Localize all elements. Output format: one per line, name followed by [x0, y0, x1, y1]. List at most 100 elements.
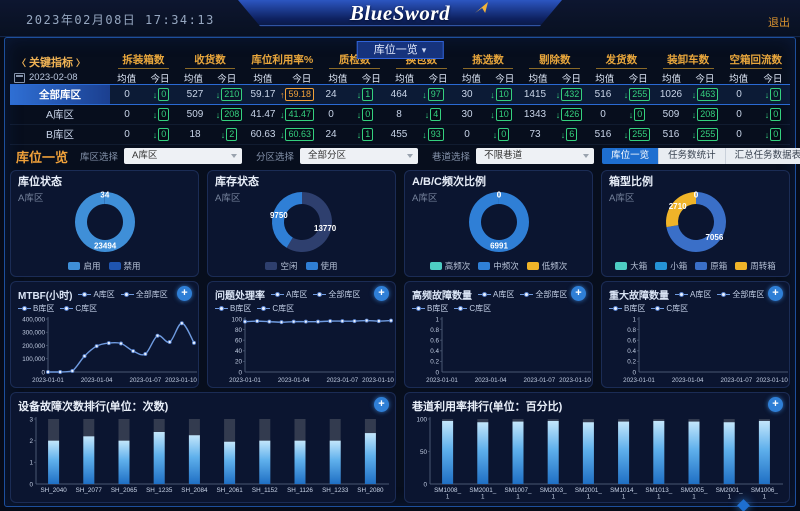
svg-text:7056: 7056 — [705, 233, 723, 242]
legend-item[interactable]: 小箱 — [655, 260, 687, 272]
prev-arrow[interactable]: 〈 — [17, 58, 27, 68]
filter-label: 库区选择 — [80, 152, 119, 163]
arrow-down-icon: ↓ — [628, 109, 634, 120]
kpi-avg-value: 18 — [189, 129, 201, 140]
tab-汇总任务数据表[interactable]: 汇总任务数据表 — [725, 148, 800, 164]
expand-button[interactable] — [374, 397, 389, 412]
expand-button[interactable] — [374, 286, 389, 301]
legend-label: 高频次 — [444, 261, 471, 271]
svg-text:2023-01-04: 2023-01-04 — [81, 377, 113, 384]
kpi-subheader: 今日 — [763, 74, 783, 85]
filter-select-1[interactable]: 全部分区 — [300, 148, 419, 164]
arrow-down-icon: ↓ — [492, 129, 498, 140]
panel-device-fault-ranking: 设备故障次数排行(单位：次数) 0 1 2 3 SH_2040 SH_2077 SH_206… — [10, 392, 396, 503]
arrow-down-icon: ↓ — [356, 129, 362, 140]
legend-item[interactable]: 低频次 — [526, 260, 567, 272]
legend-label: B库区 — [33, 304, 55, 313]
legend-item[interactable]: 全部库区 — [313, 289, 360, 300]
svg-text:SH_2040: SH_2040 — [40, 487, 67, 494]
legend-swatch — [265, 262, 278, 270]
legend-item[interactable]: C库区 — [454, 303, 491, 314]
kpi-avg-value: 24 — [325, 129, 337, 140]
svg-text:SH_1126: SH_1126 — [287, 487, 313, 494]
filter-select-0[interactable]: A库区 — [124, 148, 243, 164]
arrow-down-icon: ↓ — [555, 89, 561, 100]
svg-text:1: 1 — [29, 460, 33, 467]
donut-chart: 13770 9750 — [214, 188, 390, 259]
logout-button[interactable]: 退出 — [768, 17, 790, 29]
kpi-avg-value: 0 — [328, 109, 334, 120]
legend-marker-icon — [478, 291, 491, 299]
kpi-row-label[interactable]: A库区 — [45, 109, 74, 121]
legend-item[interactable]: C库区 — [60, 303, 97, 314]
kpi-today-value: ↓ 10 — [484, 108, 518, 121]
legend-swatch — [695, 262, 708, 270]
legend-item[interactable]: 周转箱 — [735, 260, 776, 272]
donut-legend: 启用 禁用 — [11, 260, 198, 272]
legend-item[interactable]: B库区 — [18, 303, 54, 314]
expand-button[interactable] — [571, 286, 586, 301]
kpi-row-label[interactable]: B库区 — [45, 129, 74, 141]
kpi-cell: 455 ↓ 93 — [382, 125, 450, 144]
view-switcher-button[interactable]: 库位一览 — [356, 41, 444, 59]
chevron-down-icon — [583, 154, 590, 158]
legend-item[interactable]: B库区 — [215, 303, 251, 314]
kpi-avg-value: 59.17 — [250, 89, 276, 100]
kpi-cell: 1343 ↓ 426 — [518, 105, 586, 124]
arrow-down-icon: ↓ — [279, 109, 285, 120]
legend-item[interactable]: C库区 — [651, 303, 688, 314]
panel-title: 问题处理率 — [215, 291, 265, 302]
legend-item[interactable]: A库区 — [271, 289, 307, 300]
legend-marker-icon — [257, 305, 271, 313]
legend-swatch — [735, 262, 748, 270]
tab-库位一览[interactable]: 库位一览 — [602, 148, 660, 164]
legend-item[interactable]: 空闲 — [265, 260, 298, 272]
expand-button[interactable] — [177, 286, 192, 301]
legend-marker-icon — [313, 291, 327, 299]
kpi-subheader: 均值 — [253, 74, 273, 85]
kpi-subheader: 今日 — [495, 74, 515, 85]
legend-item[interactable]: 使用 — [305, 260, 338, 272]
legend-item[interactable]: 禁用 — [108, 260, 141, 272]
expand-button[interactable] — [768, 397, 783, 412]
legend-item[interactable]: 大箱 — [615, 260, 647, 272]
svg-text:50: 50 — [420, 449, 428, 456]
kpi-row: B库区 0 ↓ 0 18 ↓ 2 60.63 ↓ 60.63 24 ↓ 1 455 ↓ 93 0 ↓ 0 73 ↓ 6 51… — [10, 125, 790, 145]
panel-subtitle: A库区 — [18, 193, 44, 204]
kpi-today-box: 255 — [629, 128, 651, 141]
next-arrow[interactable]: 〉 — [76, 58, 86, 68]
kpi-today-value: ↓ 1 — [348, 128, 382, 141]
tab-任务数统计[interactable]: 任务数统计 — [659, 148, 726, 164]
panel-title: 巷道利用率排行(单位：百分比) — [412, 401, 563, 413]
arrow-down-icon: ↓ — [220, 129, 226, 140]
legend-item[interactable]: 中频次 — [478, 260, 519, 272]
legend-item[interactable]: 高频次 — [429, 260, 471, 272]
kpi-today-box: 463 — [697, 88, 719, 101]
legend-item[interactable]: 启用 — [68, 260, 101, 272]
kpi-avg-value: 0 — [124, 89, 130, 100]
legend-label: 全部库区 — [135, 290, 168, 299]
kpi-today-box: 208 — [697, 108, 719, 121]
legend-item[interactable]: A库区 — [675, 289, 711, 300]
legend-item[interactable]: B库区 — [609, 303, 645, 314]
legend-item[interactable]: 原箱 — [695, 260, 727, 272]
filter-select-2[interactable]: 不限巷道 — [476, 148, 595, 164]
expand-button[interactable] — [768, 286, 783, 301]
svg-text:2: 2 — [29, 438, 33, 445]
chevron-down-icon — [407, 154, 414, 158]
legend-item[interactable]: A库区 — [78, 289, 115, 300]
kpi-subheaders: 均值 今日 — [243, 71, 321, 85]
kpi-cell: 464 ↓ 97 — [382, 85, 450, 104]
svg-text:3: 3 — [29, 416, 33, 423]
legend-item[interactable]: 全部库区 — [520, 289, 567, 300]
kpi-row-label[interactable]: 全部库区 — [10, 85, 110, 104]
legend-item[interactable]: C库区 — [257, 303, 294, 314]
legend-item[interactable]: B库区 — [412, 303, 448, 314]
kpi-today-box: 41.47 — [285, 108, 314, 121]
legend-item[interactable]: 全部库区 — [120, 289, 168, 300]
kpi-avg-value: 516 — [662, 129, 680, 140]
legend-item[interactable]: A库区 — [478, 289, 514, 300]
kpi-title: 〈关键指标〉 — [14, 54, 110, 70]
donut-legend: 空闲 使用 — [208, 260, 395, 272]
legend-item[interactable]: 全部库区 — [717, 289, 764, 300]
